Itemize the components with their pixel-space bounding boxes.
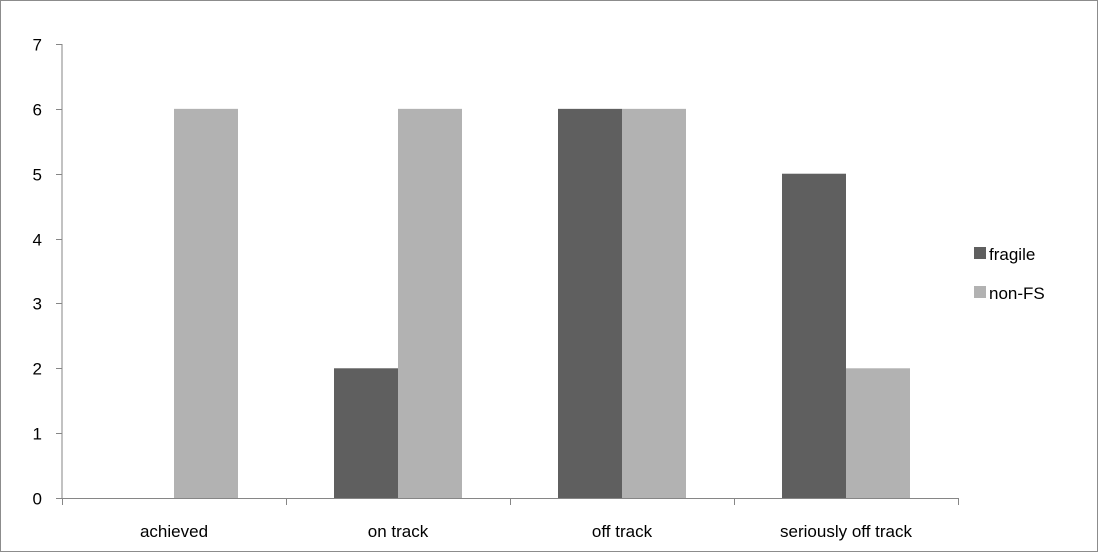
bar-fragile-seriously-off-track bbox=[782, 173, 846, 498]
bar-fragile-off-track bbox=[558, 108, 622, 498]
y-tick-label: 3 bbox=[33, 295, 42, 314]
y-tick-label: 5 bbox=[33, 166, 42, 185]
x-category-label: off track bbox=[592, 522, 653, 541]
y-tick-label: 1 bbox=[33, 425, 42, 444]
bars bbox=[174, 108, 910, 498]
legend-label: fragile bbox=[989, 245, 1035, 264]
bar-fragile-on-track bbox=[334, 368, 398, 498]
x-category-label: achieved bbox=[140, 522, 208, 541]
bar-non-fs-seriously-off-track bbox=[846, 368, 910, 498]
bar-non-fs-achieved bbox=[174, 108, 238, 498]
y-tick-label: 7 bbox=[33, 36, 42, 55]
bar-non-fs-off-track bbox=[622, 108, 686, 498]
y-axis: 0 1 2 3 4 5 6 7 bbox=[33, 36, 63, 509]
legend: fragile non-FS bbox=[974, 245, 1045, 303]
legend-label: non-FS bbox=[989, 284, 1045, 303]
y-tick-label: 4 bbox=[33, 231, 42, 250]
y-tick-label: 6 bbox=[33, 101, 42, 120]
legend-swatch bbox=[974, 247, 986, 259]
y-tick-label: 0 bbox=[33, 490, 42, 509]
x-category-label: seriously off track bbox=[780, 522, 912, 541]
x-axis: achieved on track off track seriously off t… bbox=[62, 498, 959, 541]
x-category-label: on track bbox=[368, 522, 429, 541]
y-tick-label: 2 bbox=[33, 360, 42, 379]
legend-swatch bbox=[974, 286, 986, 298]
bar-non-fs-on-track bbox=[398, 108, 462, 498]
